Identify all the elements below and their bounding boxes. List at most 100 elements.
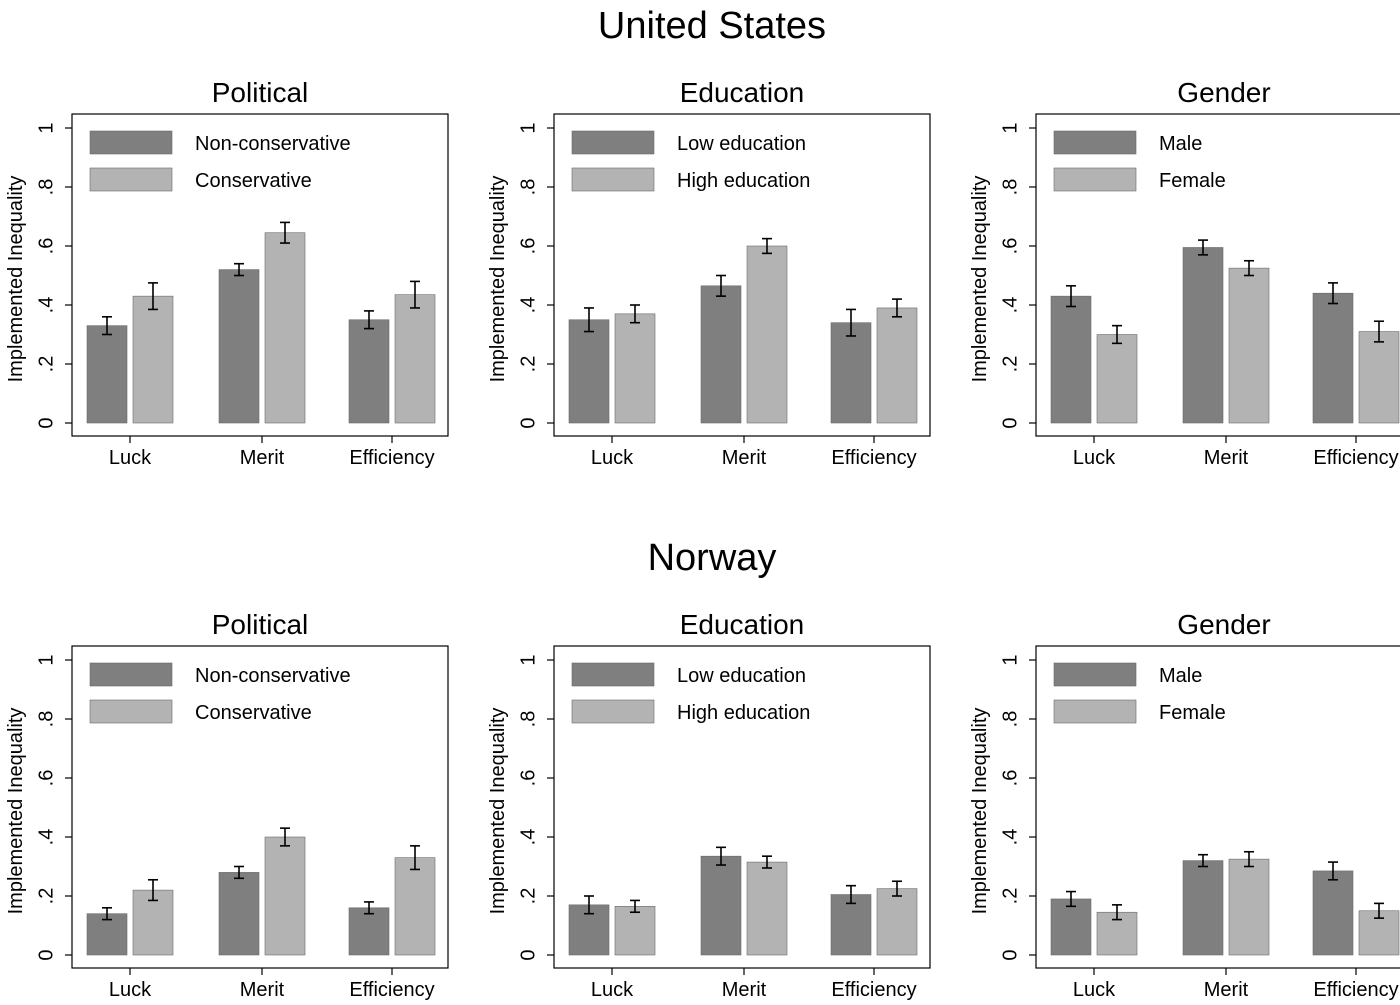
- bar-male-merit: [1182, 860, 1224, 956]
- legend-swatch-male: [1053, 662, 1137, 687]
- legend-swatch-high-education: [571, 167, 655, 192]
- bar-high-education-luck: [614, 906, 656, 956]
- x-tick-label-efficiency: Efficiency: [349, 979, 434, 1001]
- bar-non-conservative-luck: [86, 913, 128, 956]
- panel-united-states-education: Education 0 .2 .4 .6 .8 1 Implemented Inequalit…: [487, 77, 931, 469]
- y-tick-label: .2: [517, 356, 539, 373]
- bar-low-education-efficiency: [830, 322, 872, 424]
- legend-label-female: Female: [1159, 170, 1226, 192]
- y-tick-label: 1: [35, 122, 57, 133]
- x-tick-label-merit: Merit: [722, 447, 767, 469]
- y-tick-label: .2: [35, 888, 57, 905]
- legend-swatch-female: [1053, 167, 1137, 192]
- y-tick-label: .2: [999, 356, 1021, 373]
- y-tick-label: .6: [35, 770, 57, 787]
- y-tick-label: .6: [517, 770, 539, 787]
- x-tick-label-merit: Merit: [1204, 979, 1249, 1001]
- y-axis-label: Implemented Inequality: [5, 708, 27, 915]
- x-tick-label-luck: Luck: [591, 447, 634, 469]
- y-tick-label: .4: [517, 297, 539, 314]
- bar-male-efficiency: [1312, 870, 1354, 956]
- x-tick-label-merit: Merit: [240, 447, 285, 469]
- y-tick-label: .4: [35, 297, 57, 314]
- section-title-united-states: United States: [598, 5, 826, 47]
- y-tick-label: .8: [999, 179, 1021, 196]
- y-tick-label: .8: [35, 711, 57, 728]
- legend-swatch-low-education: [571, 130, 655, 155]
- y-tick-label: 0: [35, 417, 57, 428]
- bar-conservative-merit: [264, 232, 306, 424]
- panel-title: Education: [680, 77, 805, 108]
- legend-swatch-female: [1053, 699, 1137, 724]
- bar-non-conservative-merit: [218, 872, 260, 956]
- chart-panels: Political 0 .2 .4 .6 .8 1 Implemented Inequalit…: [5, 77, 1400, 1001]
- panel-title: Political: [212, 609, 308, 640]
- bar-female-merit: [1228, 858, 1270, 956]
- bar-high-education-efficiency: [876, 888, 918, 956]
- plot-frame: [1035, 113, 1400, 437]
- x-tick-label-luck: Luck: [109, 979, 152, 1001]
- y-tick-label: 1: [517, 654, 539, 665]
- y-axis-label: Implemented Inequality: [5, 176, 27, 383]
- bar-conservative-luck: [132, 295, 174, 424]
- bar-non-conservative-merit: [218, 269, 260, 424]
- y-tick-label: 1: [999, 654, 1021, 665]
- bar-conservative-efficiency: [394, 857, 436, 956]
- plot-frame: [71, 645, 449, 969]
- plot-frame: [71, 113, 449, 437]
- y-tick-label: .8: [517, 179, 539, 196]
- panel-norway-education: Education 0 .2 .4 .6 .8 1 Implemented Inequalit…: [487, 609, 931, 1001]
- y-tick-label: .6: [999, 770, 1021, 787]
- bar-low-education-merit: [700, 855, 742, 956]
- bar-high-education-merit: [746, 861, 788, 956]
- panel-title: Gender: [1177, 609, 1270, 640]
- legend-swatch-non-conservative: [89, 130, 173, 155]
- panel-title: Political: [212, 77, 308, 108]
- x-tick-label-luck: Luck: [1073, 447, 1116, 469]
- legend-label-male: Male: [1159, 133, 1202, 155]
- x-tick-label-merit: Merit: [1204, 447, 1249, 469]
- y-tick-label: .8: [517, 711, 539, 728]
- x-tick-label-luck: Luck: [109, 447, 152, 469]
- y-tick-label: 0: [517, 949, 539, 960]
- legend-label-low-education: Low education: [677, 665, 806, 687]
- legend-swatch-non-conservative: [89, 662, 173, 687]
- y-tick-label: .2: [517, 888, 539, 905]
- y-tick-label: .6: [35, 238, 57, 255]
- bar-low-education-efficiency: [830, 894, 872, 956]
- x-tick-label-efficiency: Efficiency: [1313, 979, 1398, 1001]
- y-axis-label: Implemented Inequality: [969, 176, 991, 383]
- bar-female-efficiency: [1358, 331, 1400, 424]
- y-tick-label: 1: [35, 654, 57, 665]
- x-tick-label-efficiency: Efficiency: [1313, 447, 1398, 469]
- legend-label-non-conservative: Non-conservative: [195, 133, 351, 155]
- y-tick-label: .4: [999, 297, 1021, 314]
- x-tick-label-luck: Luck: [591, 979, 634, 1001]
- bar-conservative-merit: [264, 836, 306, 956]
- legend-label-high-education: High education: [677, 170, 810, 192]
- bar-conservative-efficiency: [394, 294, 436, 424]
- panel-title: Education: [680, 609, 805, 640]
- y-tick-label: .8: [999, 711, 1021, 728]
- x-tick-label-luck: Luck: [1073, 979, 1116, 1001]
- bar-male-luck: [1050, 898, 1092, 956]
- y-tick-label: 0: [999, 949, 1021, 960]
- plot-frame: [553, 113, 931, 437]
- bar-low-education-merit: [700, 285, 742, 424]
- bar-female-luck: [1096, 334, 1138, 424]
- y-tick-label: .2: [999, 888, 1021, 905]
- plot-frame: [553, 645, 931, 969]
- plot-frame: [1035, 645, 1400, 969]
- x-tick-label-efficiency: Efficiency: [831, 447, 916, 469]
- y-tick-label: .4: [999, 829, 1021, 846]
- panel-united-states-political: Political 0 .2 .4 .6 .8 1 Implemented Inequalit…: [5, 77, 449, 469]
- panel-united-states-gender: Gender 0 .2 .4 .6 .8 1 Implemented Inequality Lu…: [969, 77, 1400, 469]
- legend-label-conservative: Conservative: [195, 702, 312, 724]
- y-tick-label: .6: [999, 238, 1021, 255]
- bar-male-efficiency: [1312, 292, 1354, 424]
- bar-male-luck: [1050, 295, 1092, 424]
- bar-high-education-efficiency: [876, 307, 918, 424]
- bar-non-conservative-luck: [86, 325, 128, 424]
- section-title-norway: Norway: [648, 537, 777, 579]
- bar-female-merit: [1228, 267, 1270, 424]
